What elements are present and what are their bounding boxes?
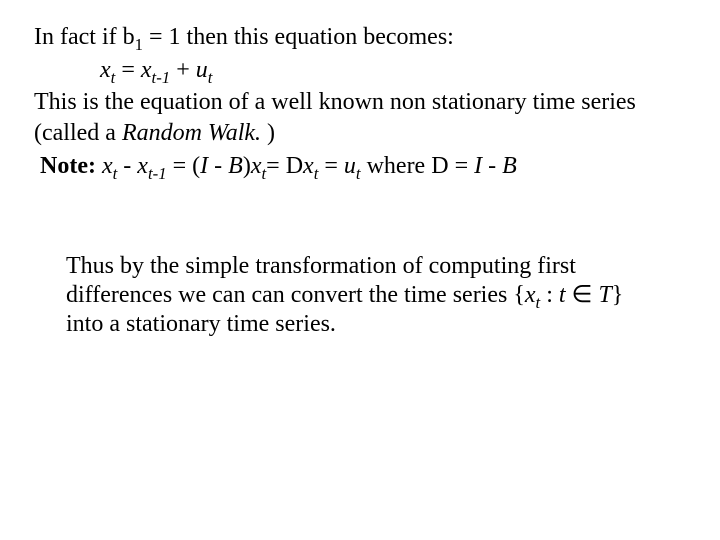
- var-x: x: [100, 57, 111, 83]
- minus: -: [208, 153, 228, 179]
- var-x: x: [102, 153, 113, 179]
- var-x: x: [303, 153, 314, 179]
- text: Thus by the simple transformation of com…: [66, 253, 576, 308]
- colon: :: [540, 282, 559, 308]
- text: = 1 then this equation becomes:: [143, 24, 454, 50]
- random-walk-term: Random Walk.: [122, 120, 261, 146]
- equals: =: [115, 57, 141, 83]
- var-x: x: [525, 282, 536, 308]
- var-u: u: [344, 153, 356, 179]
- slide: In fact if b1 = 1 then this equation bec…: [0, 0, 720, 540]
- equals-open: = (: [167, 153, 201, 179]
- sub-t: t: [208, 68, 213, 87]
- conclusion-paragraph: Thus by the simple transformation of com…: [34, 252, 686, 340]
- close-paren: ): [243, 153, 251, 179]
- var-u: u: [196, 57, 208, 83]
- equation-1: xt = xt-1 + ut: [34, 55, 686, 86]
- var-t: t: [559, 282, 566, 308]
- delta-symbol: D: [431, 153, 448, 179]
- minus: -: [117, 153, 137, 179]
- text: In fact if: [34, 24, 123, 50]
- var-B: B: [228, 153, 243, 179]
- intro-line: In fact if b1 = 1 then this equation bec…: [34, 22, 686, 53]
- var-I: I: [200, 153, 208, 179]
- var-B: B: [502, 153, 517, 179]
- var-T: T: [598, 282, 611, 308]
- sub-tminus1: t-1: [148, 164, 167, 183]
- sub-tminus1: t-1: [152, 68, 171, 87]
- var-x: x: [251, 153, 262, 179]
- minus: -: [482, 153, 502, 179]
- var-x: x: [141, 57, 152, 83]
- equals: =: [449, 153, 475, 179]
- delta-symbol: D: [286, 153, 303, 179]
- var-x: x: [137, 153, 148, 179]
- where-text: where: [361, 153, 432, 179]
- plus: +: [170, 57, 196, 83]
- beta-subscript: 1: [135, 35, 143, 54]
- equals: =: [318, 153, 344, 179]
- equals: =: [266, 153, 286, 179]
- element-of: ∈: [566, 282, 599, 308]
- note-label: Note:: [40, 153, 96, 179]
- beta-symbol: b: [123, 24, 135, 50]
- text: ): [261, 120, 275, 146]
- var-I: I: [474, 153, 482, 179]
- note-line: Note: xt - xt-1 = (I - B)xt= Dxt = ut wh…: [34, 151, 686, 182]
- random-walk-line: This is the equation of a well known non…: [34, 87, 686, 148]
